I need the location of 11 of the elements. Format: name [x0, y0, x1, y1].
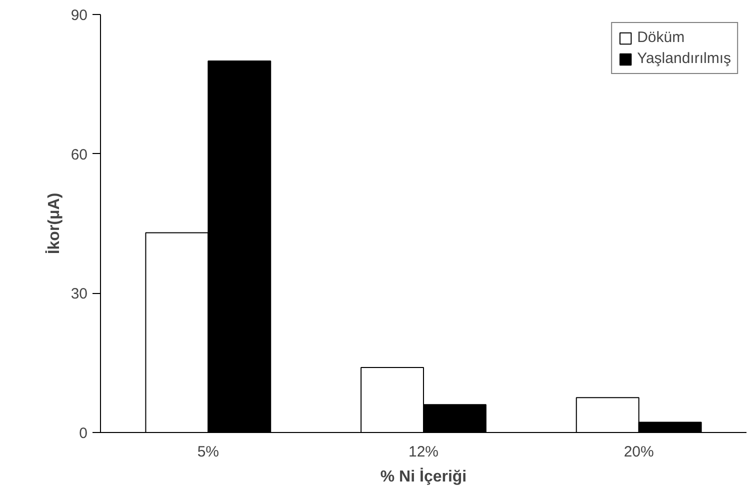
y-tick-label: 60 — [70, 146, 88, 164]
legend-label: Döküm — [637, 29, 685, 46]
y-axis-title: İkor(μA) — [44, 192, 63, 254]
x-tick-label: 5% — [197, 444, 220, 460]
y-tick-label: 90 — [70, 7, 88, 24]
y-tick-label: 30 — [70, 286, 88, 303]
x-tick-label: 20% — [624, 444, 654, 460]
x-axis-title: % Ni İçeriği — [380, 468, 467, 486]
legend-label: Yaşlandırılmış — [637, 50, 731, 67]
x-tick-label: 12% — [408, 444, 439, 460]
y-tick-label: 0 — [79, 425, 88, 442]
